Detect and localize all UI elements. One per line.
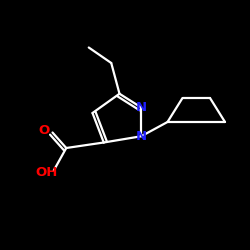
Text: N: N bbox=[136, 130, 147, 143]
Text: OH: OH bbox=[35, 166, 58, 179]
Text: O: O bbox=[38, 124, 50, 137]
Text: N: N bbox=[136, 101, 147, 114]
